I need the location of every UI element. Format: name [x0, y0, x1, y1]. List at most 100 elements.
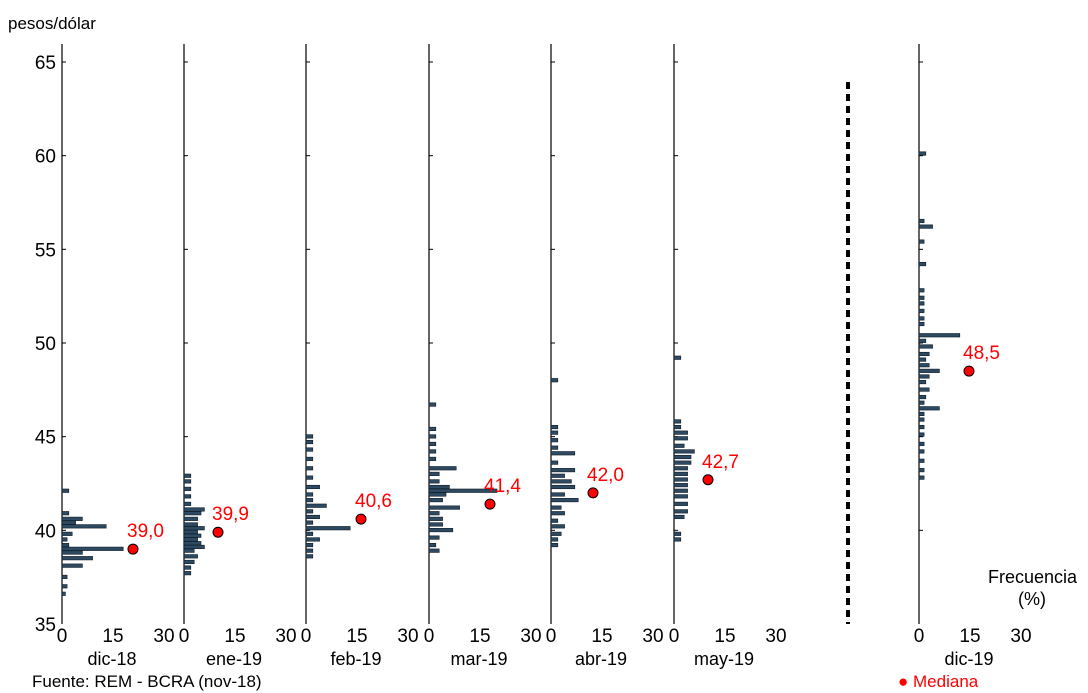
histogram-bar — [61, 520, 76, 525]
histogram-bar — [673, 509, 688, 514]
histogram-bar — [428, 522, 443, 527]
median-label: 42,0 — [587, 465, 624, 486]
histogram-bar — [183, 544, 205, 549]
histogram-bar — [918, 262, 927, 267]
y-axis-label: pesos/dólar — [8, 14, 96, 33]
histogram-bar — [428, 505, 460, 510]
histogram-bar — [183, 565, 192, 570]
histogram-bar — [183, 511, 202, 516]
histogram-bar — [673, 430, 688, 435]
histogram-bar — [61, 591, 66, 596]
histogram-bar — [305, 503, 327, 508]
histogram-bar — [918, 295, 925, 300]
histogram-bar — [183, 494, 192, 499]
histogram-bar — [918, 351, 930, 357]
histogram-bar — [918, 288, 925, 293]
histogram-bar — [305, 531, 314, 536]
histogram-bar — [305, 434, 314, 439]
panel-label: ene-19 — [206, 649, 262, 669]
histogram-bar — [918, 432, 925, 437]
histogram-bar — [550, 537, 559, 542]
histogram-bar — [183, 533, 202, 538]
histogram-bar — [918, 321, 925, 327]
histogram-bar — [673, 419, 682, 424]
histogram-bar — [550, 492, 565, 497]
x-tick-label: 15 — [469, 626, 490, 647]
histogram-bar — [305, 466, 314, 471]
x-tick-label: 30 — [765, 626, 786, 647]
histogram-bar — [183, 516, 198, 521]
histogram-bar — [428, 492, 447, 497]
histogram-bar — [428, 449, 437, 454]
histogram-bar — [673, 537, 682, 542]
y-tick-label: 65 — [35, 53, 56, 74]
histogram-bar — [550, 460, 559, 465]
median-point — [127, 543, 139, 555]
histogram-bar — [183, 501, 192, 506]
histogram-bar — [61, 511, 70, 516]
histogram-bar — [918, 400, 925, 405]
histogram-bar — [918, 368, 940, 373]
histogram-bar — [61, 524, 107, 529]
x-tick-label: 0 — [57, 626, 68, 647]
histogram-bar — [918, 357, 927, 362]
panel-label: mar-19 — [450, 649, 507, 669]
histogram-bar — [428, 543, 437, 548]
histogram-bar — [305, 548, 314, 553]
histogram-bar — [428, 498, 443, 503]
histogram-bar — [305, 484, 320, 490]
histogram-bar — [428, 488, 498, 493]
median-legend-label: Mediana — [913, 672, 979, 691]
histogram-bar — [183, 548, 195, 553]
histogram-bar — [183, 529, 198, 535]
histogram-bar — [918, 316, 925, 321]
median-label: 41,4 — [484, 476, 521, 497]
histogram-bar — [61, 556, 93, 561]
histogram-bar — [918, 449, 925, 454]
histogram-bar — [550, 473, 565, 478]
x-tick-label: 15 — [224, 626, 245, 647]
median-point — [702, 474, 714, 486]
y-tick-label: 35 — [35, 615, 56, 636]
histogram-bar — [183, 571, 192, 576]
histogram-bar — [305, 492, 314, 497]
histogram-bar — [918, 411, 925, 416]
source-note: Fuente: REM - BCRA (nov-18) — [32, 672, 262, 691]
x-tick-label: 0 — [424, 626, 435, 647]
x-tick-label: 0 — [301, 626, 312, 647]
histogram-bar — [918, 395, 927, 400]
histogram-bar — [550, 484, 576, 490]
legend-median: ● Mediana — [898, 672, 978, 692]
median-label: 42,7 — [702, 452, 739, 473]
histogram-bar — [183, 486, 192, 491]
histogram-bar — [428, 441, 437, 446]
median-point — [587, 487, 599, 499]
histogram-bar — [550, 451, 576, 456]
histogram-bar — [183, 522, 198, 527]
histogram-bar — [305, 498, 314, 503]
x-tick-label: 30 — [153, 626, 174, 647]
histogram-bar — [673, 488, 688, 493]
median-label: 40,6 — [355, 491, 392, 512]
histogram-bar — [428, 402, 437, 407]
histogram-bar — [673, 483, 688, 488]
median-label: 39,0 — [127, 521, 164, 542]
histogram-bar — [305, 537, 320, 542]
histogram-bar — [550, 378, 559, 383]
histogram-bar — [550, 498, 579, 503]
histogram-bar — [61, 584, 68, 589]
histogram-bar — [918, 387, 930, 392]
histogram-bar — [673, 449, 695, 454]
histogram-bar — [305, 543, 314, 548]
histogram-bar — [428, 456, 437, 461]
panel-label: may-19 — [694, 649, 754, 669]
histogram-bar — [918, 338, 927, 343]
histogram-bar — [428, 528, 454, 533]
histogram-bar — [550, 505, 562, 510]
histogram-bar — [61, 516, 83, 521]
histogram-bar — [183, 537, 198, 542]
histogram-bar — [918, 344, 933, 349]
median-point — [963, 365, 975, 377]
histogram-bar — [183, 541, 202, 546]
